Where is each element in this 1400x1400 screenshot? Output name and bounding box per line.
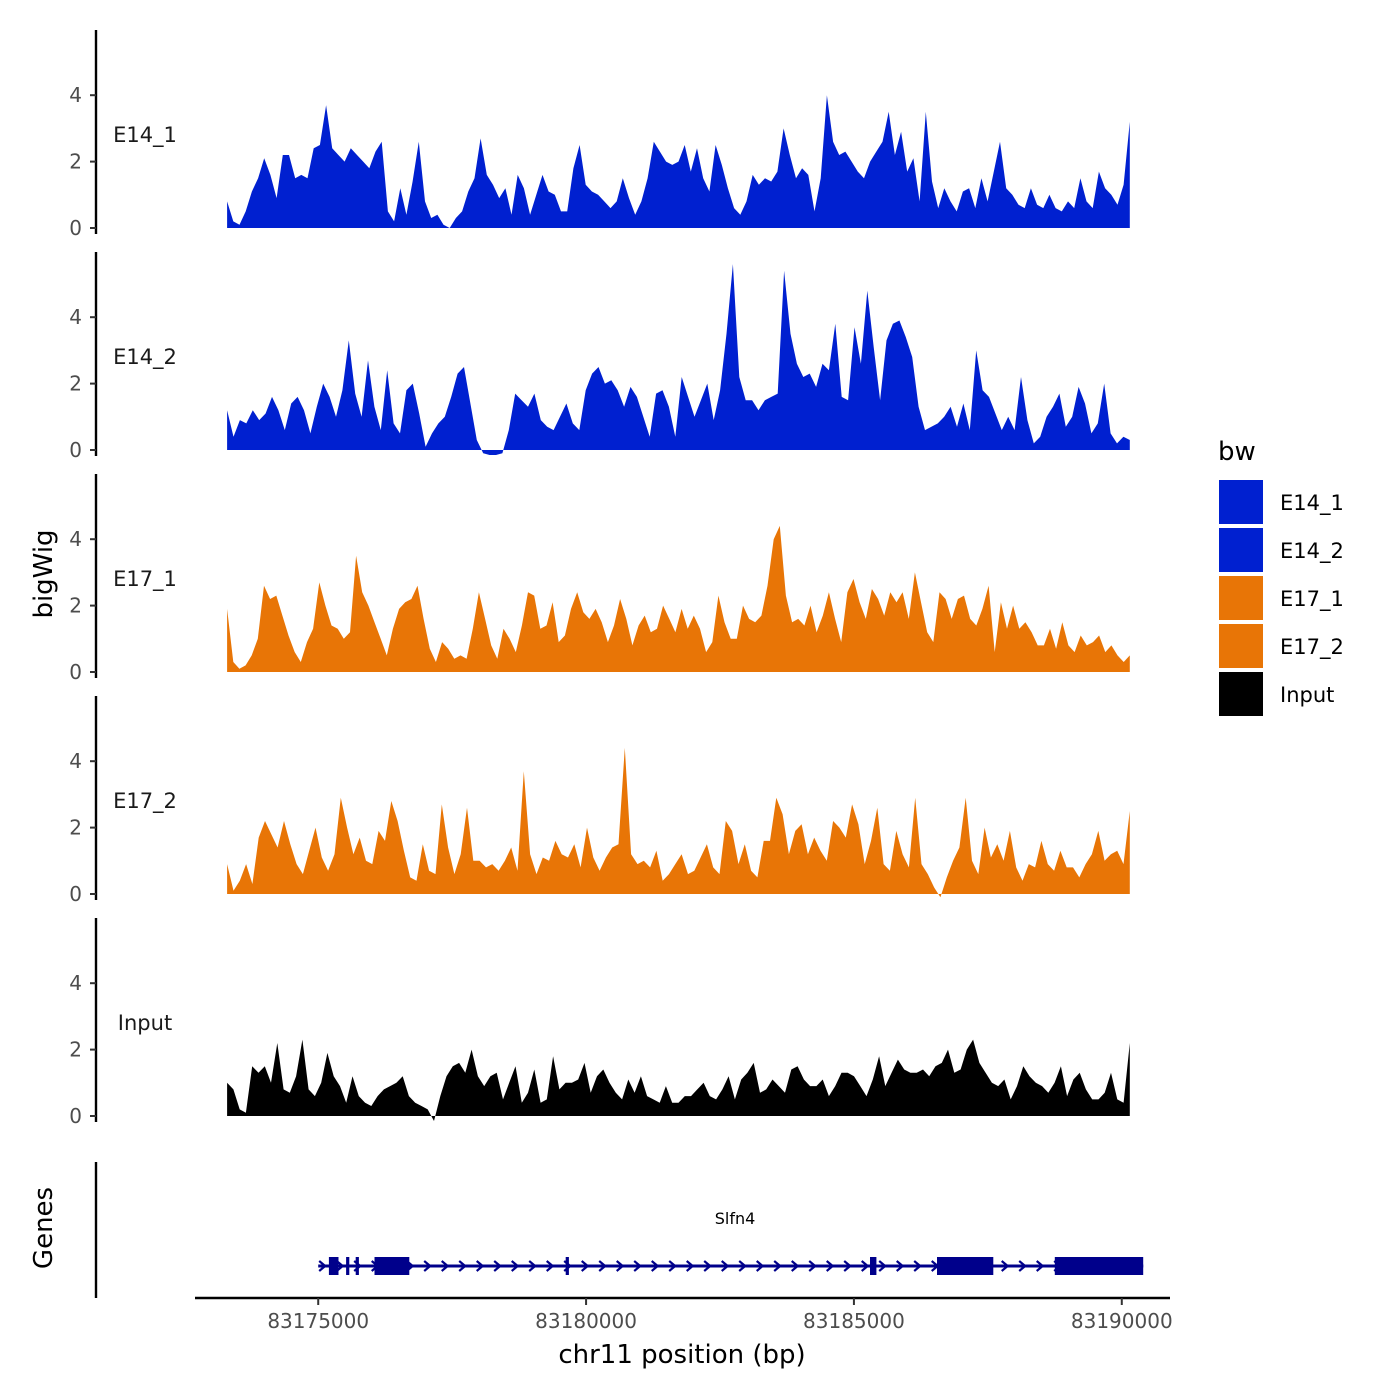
y-tick-label: 0: [69, 1104, 82, 1128]
strand-arrow-icon: [685, 1260, 695, 1272]
x-tick-label: 83185000: [803, 1309, 905, 1333]
y-tick-label: 4: [69, 305, 82, 329]
legend-key-e14-1: [1219, 480, 1263, 524]
y-tick-label: 0: [69, 660, 82, 684]
y-tick-label: 4: [69, 527, 82, 551]
strand-arrow-icon: [703, 1260, 712, 1272]
y-tick-label: 2: [69, 372, 82, 396]
x-axis-title: chr11 position (bp): [558, 1340, 805, 1370]
strand-arrow-icon: [475, 1260, 485, 1272]
strand-arrow-icon: [808, 1260, 817, 1272]
strand-arrow-icon: [598, 1260, 607, 1272]
coverage-area-e14-2: [227, 264, 1130, 455]
y-tick-label: 2: [69, 150, 82, 174]
x-tick-label: 83180000: [535, 1309, 637, 1333]
track-label-e17-1: E17_1: [113, 567, 177, 592]
y-tick-label: 2: [69, 1038, 82, 1062]
gene-exon: [1054, 1257, 1144, 1275]
strand-arrow-icon: [615, 1260, 625, 1272]
y-tick-label: 2: [69, 594, 82, 618]
legend-label-e14-1: E14_1: [1280, 491, 1344, 516]
y-axis-title-bigwig: bigWig: [29, 529, 59, 618]
strand-arrow-icon: [528, 1260, 537, 1272]
legend-key-e17-1: [1219, 576, 1263, 620]
strand-arrow-icon: [878, 1260, 887, 1272]
strand-arrow-icon: [423, 1260, 432, 1272]
legend-title: bw: [1218, 437, 1256, 467]
gene-exon: [565, 1257, 569, 1275]
x-tick-label: 83175000: [267, 1309, 369, 1333]
strand-arrow-icon: [738, 1260, 747, 1272]
strand-arrow-icon: [545, 1260, 555, 1272]
x-axis: 83175000 83180000 83185000 83190000: [195, 1296, 1173, 1333]
track-label-e17-2: E17_2: [113, 789, 177, 814]
strand-arrow-icon: [440, 1260, 450, 1272]
track-e17-2: 0 2 4 E17_2: [69, 696, 1130, 906]
strand-arrow-icon: [860, 1260, 870, 1272]
strand-arrow-icon: [1018, 1260, 1027, 1272]
track-input: 0 2 4 Input: [69, 918, 1130, 1128]
legend-label-e17-2: E17_2: [1280, 635, 1344, 660]
y-tick-label: 4: [69, 971, 82, 995]
strand-arrow-icon: [458, 1260, 467, 1272]
track-label-e14-1: E14_1: [113, 123, 177, 148]
legend-key-e17-2: [1219, 624, 1263, 668]
strand-arrow-icon: [755, 1260, 765, 1272]
strand-arrow-icon: [1000, 1260, 1010, 1272]
track-label-input: Input: [118, 1011, 172, 1035]
gene-exon: [374, 1257, 410, 1275]
coverage-area-e14-1: [227, 95, 1130, 228]
strand-arrow-icon: [493, 1260, 502, 1272]
legend-label-e14-2: E14_2: [1280, 539, 1344, 564]
strand-arrow-icon: [510, 1260, 520, 1272]
coverage-tracks: 0 2 4 E14_1 0 2 4 E14_2 0 2 4 E17_1 0 2 4 E17_2 0 2 4 Input: [69, 30, 1130, 1128]
track-e14-1: 0 2 4 E14_1: [69, 30, 1130, 240]
coverage-area-e17-1: [227, 525, 1130, 672]
strand-arrow-icon: [843, 1260, 852, 1272]
gene-exon: [328, 1257, 339, 1275]
y-axis-title-genes: Genes: [29, 1187, 59, 1269]
y-tick-label: 4: [69, 749, 82, 773]
coverage-area-input: [227, 1039, 1130, 1121]
strand-arrow-icon: [633, 1260, 642, 1272]
track-e14-2: 0 2 4 E14_2: [69, 252, 1130, 462]
strand-arrow-icon: [773, 1260, 782, 1272]
strand-arrow-icon: [318, 1260, 327, 1272]
legend-label-input: Input: [1280, 683, 1334, 707]
coverage-area-e17-2: [227, 747, 1130, 898]
strand-arrow-icon: [913, 1260, 922, 1272]
gene-exon: [870, 1257, 877, 1275]
y-tick-label: 0: [69, 882, 82, 906]
strand-arrow-icon: [650, 1260, 660, 1272]
strand-arrow-icon: [720, 1260, 730, 1272]
strand-arrow-icon: [790, 1260, 800, 1272]
strand-arrow-icon: [825, 1260, 835, 1272]
legend-key-e14-2: [1219, 528, 1263, 572]
strand-arrow-icon: [1035, 1260, 1045, 1272]
y-tick-label: 0: [69, 216, 82, 240]
gene-annotation-panel: Slfn4: [94, 1162, 1144, 1298]
gene-exon: [355, 1257, 359, 1275]
legend: bw E14_1 E14_2 E17_1 E17_2 Input: [1218, 437, 1344, 716]
y-tick-label: 0: [69, 438, 82, 462]
strand-arrow-icon: [668, 1260, 677, 1272]
strand-arrow-icon: [335, 1260, 345, 1272]
gene-label-slfn4: Slfn4: [715, 1209, 756, 1228]
legend-label-e17-1: E17_1: [1280, 587, 1344, 612]
legend-key-input: [1219, 672, 1263, 716]
x-tick-label: 83190000: [1071, 1309, 1173, 1333]
y-tick-label: 4: [69, 83, 82, 107]
track-label-e14-2: E14_2: [113, 345, 177, 370]
y-tick-label: 2: [69, 816, 82, 840]
gene-exon: [937, 1257, 994, 1275]
strand-arrow-icon: [895, 1260, 905, 1272]
gene-exon: [346, 1257, 350, 1275]
strand-arrow-icon: [580, 1260, 590, 1272]
track-e17-1: 0 2 4 E17_1: [69, 474, 1130, 684]
